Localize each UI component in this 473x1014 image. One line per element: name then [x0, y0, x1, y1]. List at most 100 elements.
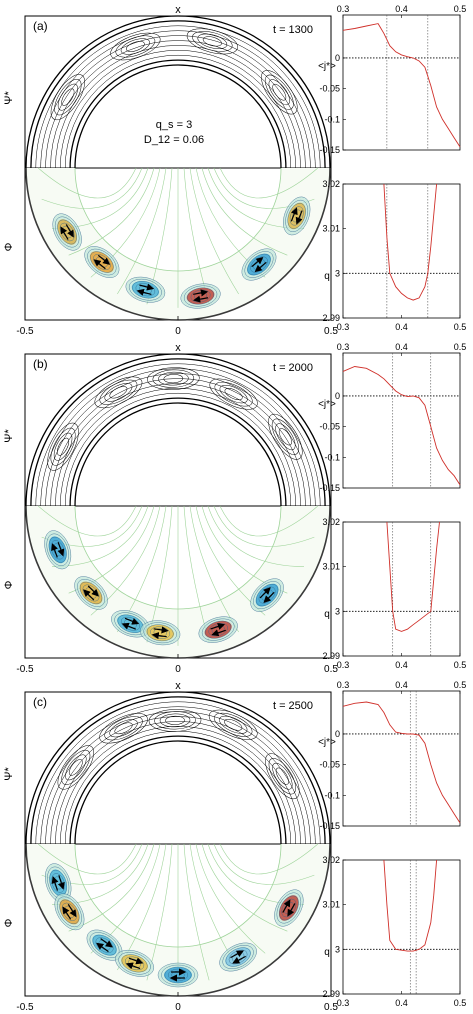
psi-island	[65, 754, 87, 781]
flow-arrow	[193, 289, 209, 297]
flow-arrow	[51, 876, 59, 891]
psi-island	[224, 388, 243, 401]
psi-ring	[74, 64, 282, 169]
profile-y-tick-label: -0.1	[324, 114, 340, 124]
flow-arrow	[210, 623, 226, 630]
psi-ring	[64, 731, 292, 845]
flow-arrow	[211, 629, 226, 637]
vortex-contour	[205, 620, 232, 639]
q-profile-chart-b: 0.3 0.4 0.5 3.02 3.01 3 2.99 q	[322, 517, 466, 670]
phi-contours	[25, 505, 331, 659]
vortex-contour	[180, 283, 221, 309]
vortex-contour	[121, 954, 148, 973]
vortex-contour	[57, 219, 77, 245]
panel-time: t = 2000	[273, 362, 313, 374]
vortex-contour	[247, 253, 271, 276]
phi-field-line	[183, 843, 210, 981]
vortex-contour	[62, 902, 77, 921]
profile-y-tick-label: 2.99	[322, 989, 340, 999]
panel-time: t = 1300	[273, 24, 313, 36]
j-profile-chart-c: 0.3 0.4 0.5 0 -0.05 -0.1 -0.15 <j*>	[318, 680, 466, 831]
psi-island	[94, 376, 143, 409]
psi-island	[272, 762, 293, 790]
profile-x-tick-label: 0.5	[454, 4, 467, 14]
profile-y-tick-label: -0.15	[319, 145, 340, 155]
psi-island	[264, 74, 294, 110]
psi-island	[99, 713, 148, 744]
panel-a: x (a) t = 1300 q_s = 3 D_12 = 0.06 Ψ* Φ -0.5 0 0.…	[3, 4, 338, 337]
profile-y-tick-label: 3	[335, 268, 340, 278]
flow-arrow	[57, 541, 65, 557]
profile-y-tick-label: 3.02	[322, 517, 340, 527]
vortex-contour	[54, 893, 85, 931]
profile-y-label: q	[324, 947, 330, 958]
psi-island	[209, 378, 258, 410]
profile-series-line	[386, 521, 440, 632]
psi-island	[219, 385, 248, 404]
psi-island	[110, 32, 161, 61]
vortex-contour	[44, 530, 72, 570]
x-tick-label: -0.5	[16, 1002, 34, 1013]
profile-y-tick-label: 3	[335, 606, 340, 616]
flow-arrow	[136, 288, 152, 296]
psi-island	[104, 716, 143, 741]
profile-frame	[342, 521, 461, 657]
profile-y-tick-label: 0	[335, 729, 340, 739]
profile-y-tick-label: 3.01	[322, 224, 340, 234]
flow-arrow	[153, 626, 169, 634]
phi-vortex	[198, 616, 238, 643]
psi-ring	[50, 40, 306, 169]
psi-ring	[55, 383, 301, 507]
vortex-contour	[125, 276, 166, 303]
psi-island	[147, 367, 200, 390]
phi-axis-label: Φ	[3, 242, 15, 251]
vortex-core	[255, 583, 279, 607]
psi-island	[159, 713, 191, 728]
x-tick-label: 0	[175, 664, 181, 675]
flow-arrow	[51, 543, 58, 558]
vortex-contour	[143, 622, 177, 644]
flow-arrow	[282, 899, 291, 913]
flow-arrow	[259, 587, 271, 599]
profile-series-line	[342, 23, 461, 148]
psi-island	[213, 712, 253, 737]
vortex-contour	[183, 285, 218, 307]
psi-ring	[64, 393, 292, 507]
phi-field-line	[195, 843, 266, 954]
profile-y-tick-label: 2.99	[322, 651, 340, 661]
psi-ring	[45, 373, 311, 507]
phi-contours	[25, 167, 331, 321]
psi-island	[261, 70, 298, 115]
phi-vortex	[125, 276, 166, 303]
phi-field-line	[219, 843, 319, 875]
psi-ring	[50, 716, 306, 845]
phi-axis-label: Φ	[3, 918, 15, 927]
profile-y-tick-label: -0.1	[324, 790, 340, 800]
vortex-contour	[276, 892, 302, 924]
vortex-contour	[59, 222, 75, 242]
psi-island	[57, 83, 78, 111]
vortex-contour	[157, 962, 199, 988]
profile-y-tick-label: -0.1	[324, 452, 340, 462]
vortex-contour	[164, 966, 192, 984]
profile-y-tick-label: -0.15	[319, 483, 340, 493]
psi-island	[265, 753, 300, 800]
psi-island	[53, 432, 73, 461]
phi-vortex	[274, 889, 304, 927]
vortex-contour	[51, 873, 65, 893]
psi-ring	[25, 15, 331, 169]
profile-series-line	[342, 701, 461, 824]
profile-x-tick-label: 0.3	[337, 660, 350, 670]
profile-x-tick-label: 0.5	[454, 322, 467, 332]
flow-arrow	[93, 259, 106, 270]
flow-arrow	[193, 295, 209, 303]
psi-ring	[69, 735, 287, 845]
phi-field-line	[41, 167, 143, 209]
profile-series-line	[383, 859, 438, 952]
psi-contours	[25, 15, 331, 169]
psi-island	[268, 413, 303, 460]
phi-vortex	[52, 213, 82, 251]
flow-arrow	[62, 906, 72, 920]
psi-ring	[50, 378, 306, 507]
psi-ring	[35, 701, 321, 845]
